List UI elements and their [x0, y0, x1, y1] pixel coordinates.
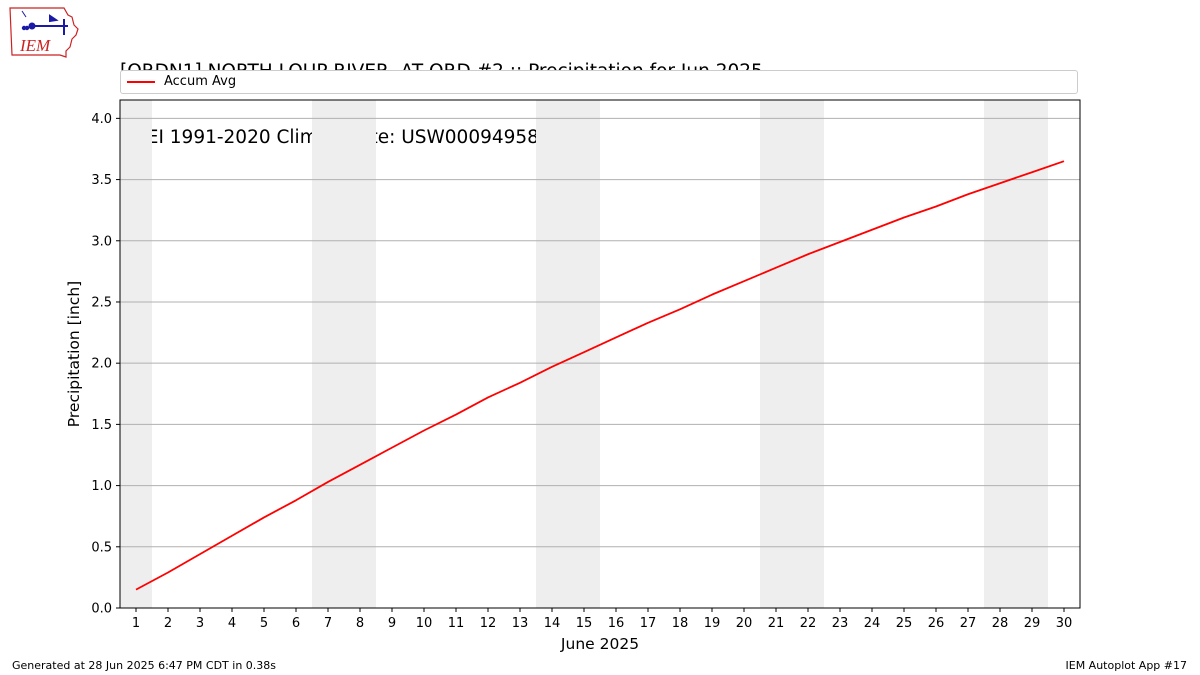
y-tick-label-1: 0.5: [91, 540, 112, 555]
x-tick-label-30: 30: [1056, 616, 1073, 631]
weekend-shade-day-28: [984, 100, 1016, 608]
y-tick-label-4: 2.0: [91, 357, 112, 372]
y-tick-label-6: 3.0: [91, 234, 112, 249]
x-tick-label-23: 23: [832, 616, 849, 631]
x-axis-ticks: 1 2 3 4 5 6 7 8 9 10 11 12 13 14 15 16 17 18 19 20 21 22 23 24 2…: [132, 608, 1072, 631]
y-tick-label-5: 2.5: [91, 295, 112, 310]
x-tick-label-9: 9: [388, 616, 396, 631]
x-tick-label-22: 22: [800, 616, 817, 631]
x-tick-label-29: 29: [1024, 616, 1041, 631]
weekend-shade-day-21: [760, 100, 792, 608]
x-tick-label-6: 6: [292, 616, 300, 631]
x-axis-title: June 2025: [560, 635, 639, 653]
x-tick-label-20: 20: [736, 616, 753, 631]
x-tick-label-2: 2: [164, 616, 172, 631]
y-tick-label-2: 1.0: [91, 479, 112, 494]
weather-station-icon: [21, 10, 68, 35]
weekend-shade-day-15: [568, 100, 600, 608]
logo-text: IEM: [19, 36, 51, 55]
x-tick-label-27: 27: [960, 616, 977, 631]
y-tick-label-8: 4.0: [91, 112, 112, 127]
x-tick-label-4: 4: [228, 616, 236, 631]
x-tick-label-17: 17: [640, 616, 657, 631]
legend: Accum Avg: [120, 70, 1078, 94]
weekend-shade-day-29: [1016, 100, 1048, 608]
x-tick-label-16: 16: [608, 616, 625, 631]
weekend-shade-day-8: [344, 100, 376, 608]
x-tick-label-11: 11: [448, 616, 465, 631]
y-tick-label-7: 3.5: [91, 173, 112, 188]
x-tick-label-13: 13: [512, 616, 529, 631]
weekend-shading: [120, 100, 1048, 608]
x-tick-label-10: 10: [416, 616, 433, 631]
x-tick-label-15: 15: [576, 616, 593, 631]
app-credit: IEM Autoplot App #17: [1065, 659, 1188, 672]
x-tick-label-14: 14: [544, 616, 561, 631]
weekend-shade-day-1: [120, 100, 152, 608]
generated-timestamp: Generated at 28 Jun 2025 6:47 PM CDT in …: [12, 659, 277, 672]
y-axis-ticks: 0.0 0.5 1.0 1.5 2.0 2.5 3.0 3.5 4.0: [91, 112, 120, 617]
x-tick-label-26: 26: [928, 616, 945, 631]
x-tick-label-7: 7: [324, 616, 332, 631]
x-tick-label-18: 18: [672, 616, 689, 631]
plot-frame: [119, 99, 1081, 609]
legend-swatch-accum-avg: [127, 81, 155, 83]
x-tick-label-19: 19: [704, 616, 721, 631]
iowa-outline-shape: [9, 7, 79, 58]
x-tick-label-24: 24: [864, 616, 881, 631]
series-layer: [135, 160, 1065, 591]
iem-logo: IEM: [9, 7, 79, 58]
x-tick-label-8: 8: [356, 616, 364, 631]
x-tick-label-12: 12: [480, 616, 497, 631]
x-tick-label-5: 5: [260, 616, 268, 631]
y-tick-label-3: 1.5: [91, 418, 112, 433]
x-tick-label-3: 3: [196, 616, 204, 631]
y-tick-label-0: 0.0: [91, 602, 112, 617]
x-tick-label-1: 1: [132, 616, 140, 631]
weekend-shade-day-14: [536, 100, 568, 608]
x-tick-label-28: 28: [992, 616, 1009, 631]
weekend-shade-day-7: [312, 100, 344, 608]
x-tick-label-21: 21: [768, 616, 785, 631]
weekend-shade-day-22: [792, 100, 824, 608]
y-axis-title: Precipitation [inch]: [65, 281, 83, 427]
legend-label-accum-avg: Accum Avg: [164, 74, 237, 89]
series-line-accum-avg: [135, 160, 1065, 591]
x-tick-label-25: 25: [896, 616, 913, 631]
